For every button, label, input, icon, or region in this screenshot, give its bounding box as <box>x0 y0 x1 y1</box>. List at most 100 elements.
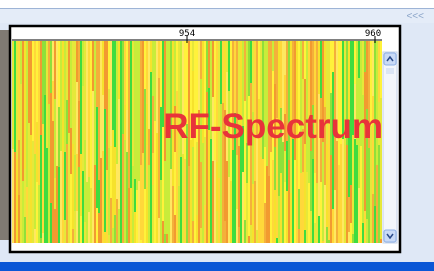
spectrum-stripe <box>64 220 66 243</box>
spectrum-stripe <box>282 236 284 243</box>
spectrum-stripe <box>368 148 370 243</box>
spectrum-stripe <box>36 41 38 122</box>
spectrum-stripe <box>30 135 32 243</box>
spectrum-stripe <box>188 166 190 243</box>
spectrum-stripe <box>114 41 116 147</box>
scrollbar[interactable] <box>383 52 397 243</box>
spectrum-stripe <box>48 41 50 104</box>
spectrum-stripe <box>334 190 336 243</box>
spectrum-stripe <box>288 160 290 243</box>
spectrum-stripe <box>204 205 206 243</box>
spectrum-stripe <box>210 139 212 243</box>
spectrum-stripe <box>118 209 120 243</box>
spectrum-stripe <box>42 233 44 243</box>
spectrum-stripe <box>132 166 134 243</box>
spectrum-stripe <box>108 41 110 89</box>
axis-label: 960 <box>365 29 381 39</box>
spectrum-stripe <box>330 41 332 93</box>
spectrum-stripe <box>76 154 78 211</box>
spectrum-stripe <box>124 41 126 105</box>
spectrum-stripe <box>82 171 84 243</box>
spectrum-stripe <box>188 41 190 166</box>
bottom-border <box>0 262 434 271</box>
spectrum-stripe <box>130 188 132 243</box>
scroll-thumb[interactable] <box>386 68 394 74</box>
spectrum-stripe <box>158 78 160 218</box>
spectrum-stripe <box>182 154 184 243</box>
spectrum-stripe <box>24 217 26 243</box>
spectrum-stripe <box>100 41 102 158</box>
spectrum-stripe <box>166 234 168 243</box>
spectrum-stripe <box>38 41 40 105</box>
spectrum-stripe <box>260 157 262 243</box>
spectrum-stripe <box>122 134 124 243</box>
spectrum-stripe <box>254 181 256 243</box>
spectrum-stripe <box>240 133 242 243</box>
spectrum-stripe <box>152 41 154 96</box>
spectrum-stripe <box>198 210 200 243</box>
spectrum-stripe <box>274 147 276 190</box>
spectrum-stripe <box>378 41 380 102</box>
spectrum-stripe <box>134 179 136 212</box>
spectrum-stripe <box>58 167 60 243</box>
spectrum-stripe <box>76 211 78 243</box>
spectrum-stripe <box>178 186 180 242</box>
spectrum-stripe <box>234 41 236 113</box>
spectrum-stripe <box>94 165 96 243</box>
spectrum-stripe <box>118 41 120 99</box>
spectrum-stripe <box>46 148 48 243</box>
spectrum-stripe <box>304 41 306 79</box>
spectrum-stripe <box>114 215 116 243</box>
spectrum-stripe <box>324 141 326 185</box>
spectrum-stripe <box>306 172 308 243</box>
spectrum-stripe <box>142 153 144 243</box>
scroll-down[interactable] <box>384 230 396 242</box>
spectrum-stripe <box>208 130 210 243</box>
spectrum-stripe <box>328 240 330 243</box>
spectrum-stripe <box>302 172 304 243</box>
spectrum-stripe <box>76 41 78 82</box>
spectrum-stripe <box>284 151 286 182</box>
spectrum-stripe <box>50 203 52 243</box>
spectrum-stripe <box>224 41 226 110</box>
spectrum-stripe <box>274 41 276 84</box>
spectrum-stripe <box>66 100 68 144</box>
spectrum-stripe <box>318 41 320 94</box>
spectrum-stripe <box>380 239 382 243</box>
spectrum-stripe <box>100 158 102 243</box>
scroll-up[interactable] <box>384 53 396 65</box>
spectrum-stripe <box>346 145 348 243</box>
spectrum-stripe <box>192 147 194 221</box>
spectrum-stripe <box>140 165 142 240</box>
collapse-button[interactable]: <<< <box>406 11 424 22</box>
spectrum-stripe <box>350 223 352 243</box>
spectrum-stripe <box>330 155 332 194</box>
spectrum-stripe <box>24 41 26 169</box>
spectrum-stripe <box>326 144 328 176</box>
spectrum-stripe <box>20 41 22 84</box>
spectrum-stripe <box>18 41 20 140</box>
spectrum-stripe <box>114 147 116 215</box>
spectrum-stripe <box>46 41 48 148</box>
spectrum-stripe <box>108 148 110 235</box>
spectrum-stripe <box>124 105 126 140</box>
spectrum-stripe <box>242 172 244 243</box>
spectrum-stripe <box>68 133 70 243</box>
spectrum-stripe <box>120 187 122 243</box>
spectrum-stripe <box>160 107 162 180</box>
spectrum-stripe <box>40 135 42 238</box>
spectrum-stripe <box>116 199 118 243</box>
spectrum-stripe <box>14 41 16 152</box>
spectrum-stripe <box>154 41 156 121</box>
spectrum-stripe <box>66 41 68 100</box>
spectrum-stripe <box>32 41 34 141</box>
spectrum-stripe <box>20 201 22 243</box>
spectrum-stripe <box>78 101 80 167</box>
spectrum-stripe <box>228 41 230 91</box>
spectrum-stripe <box>148 129 150 165</box>
spectrum-stripe <box>60 41 62 151</box>
spectrum-stripe <box>120 41 122 187</box>
spectrum-stripe <box>70 174 72 243</box>
spectrum-stripe <box>98 180 100 213</box>
spectrum-stripe <box>374 137 376 206</box>
